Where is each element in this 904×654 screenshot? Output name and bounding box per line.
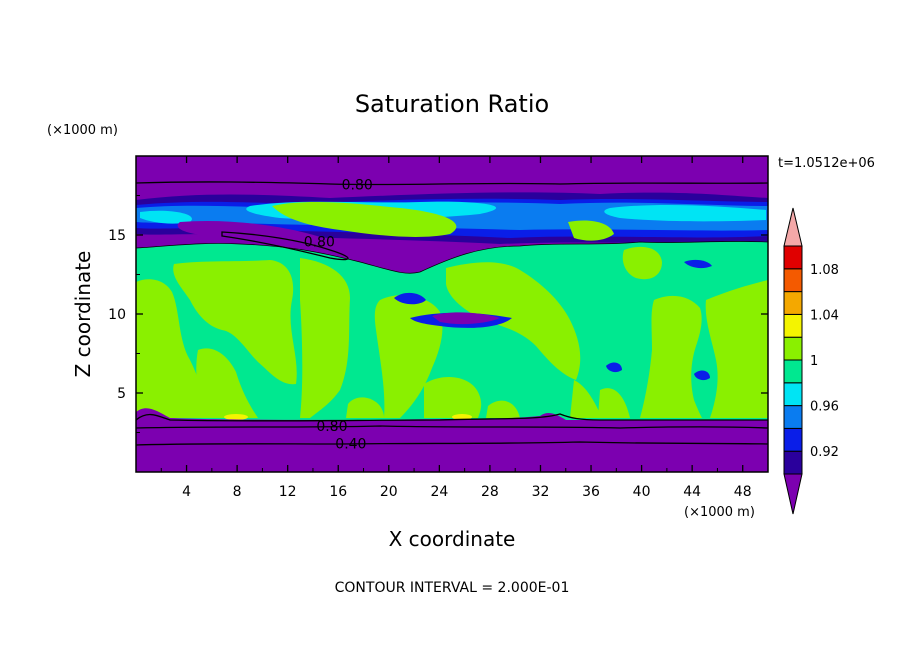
colorbar-tick-label: 1.04 [810, 308, 839, 323]
colorbar-swatch [783, 268, 803, 293]
colorbar-swatch [783, 245, 803, 270]
contour-interval-label: CONTOUR INTERVAL = 2.000E-01 [335, 580, 570, 596]
colorbar-swatch [783, 427, 803, 452]
colorbar-swatch [783, 382, 803, 407]
x-unit-label: (×1000 m) [684, 505, 755, 520]
x-tick-label: 24 [430, 484, 448, 500]
x-tick-label: 20 [380, 484, 398, 500]
chart-title: Saturation Ratio [355, 90, 549, 118]
x-axis-label: X coordinate [389, 527, 516, 551]
colorbar-swatch [783, 336, 803, 361]
y-tick-label: 10 [108, 307, 126, 323]
x-tick-label: 16 [329, 484, 347, 500]
x-tick-label: 4 [182, 484, 191, 500]
dry-tongue [177, 220, 412, 280]
colorbar-swatch [783, 450, 803, 475]
colorbar-swatch [783, 313, 803, 338]
x-axis-ticks: 4 8 12 16 20 24 28 32 36 40 44 48 [160, 156, 752, 500]
y-axis-ticks: 5 10 15 [108, 195, 768, 433]
lower-dry-layer [136, 408, 768, 472]
x-tick-label: 28 [481, 484, 499, 500]
colorbar-over-triangle [783, 207, 803, 247]
x-tick-label: 12 [279, 484, 297, 500]
y-tick-label: 15 [108, 228, 126, 244]
contour-label: 0.40 [335, 437, 366, 453]
x-tick-label: 32 [532, 484, 550, 500]
green-patches [136, 202, 768, 418]
colorbar: 0.92 0.96 1 1.04 1.08 [783, 207, 839, 515]
dry-blobs [394, 259, 712, 381]
x-tick-label: 8 [233, 484, 242, 500]
contour-label: 0.80 [316, 419, 347, 435]
contour-label: 0.80 [304, 234, 335, 250]
contour-field [136, 156, 768, 472]
time-label: t=1.0512e+06 [778, 156, 875, 171]
x-tick-label: 36 [582, 484, 600, 500]
contour-thin-lines [136, 241, 768, 274]
x-tick-label: 48 [734, 484, 752, 500]
y-tick-label: 5 [117, 386, 126, 402]
colorbar-tick-label: 0.92 [810, 445, 839, 460]
colorbar-tick-label: 1.08 [810, 263, 839, 278]
contour-label: 0.80 [342, 177, 373, 193]
yellow-spots [224, 414, 472, 420]
colorbar-tick-label: 1 [810, 354, 818, 369]
y-unit-label: (×1000 m) [47, 123, 118, 138]
y-axis-label: Z coordinate [71, 251, 95, 378]
colorbar-tick-label: 0.96 [810, 400, 839, 415]
contour-lines [136, 181, 768, 446]
colorbar-swatch [783, 359, 803, 384]
contour-label-layer: 0.80 0.80 0.80 0.40 [304, 177, 373, 452]
colorbar-swatch [783, 291, 803, 315]
x-tick-label: 40 [633, 484, 651, 500]
colorbar-under-triangle [783, 473, 803, 515]
colorbar-swatch [783, 405, 803, 429]
x-tick-label: 44 [683, 484, 701, 500]
